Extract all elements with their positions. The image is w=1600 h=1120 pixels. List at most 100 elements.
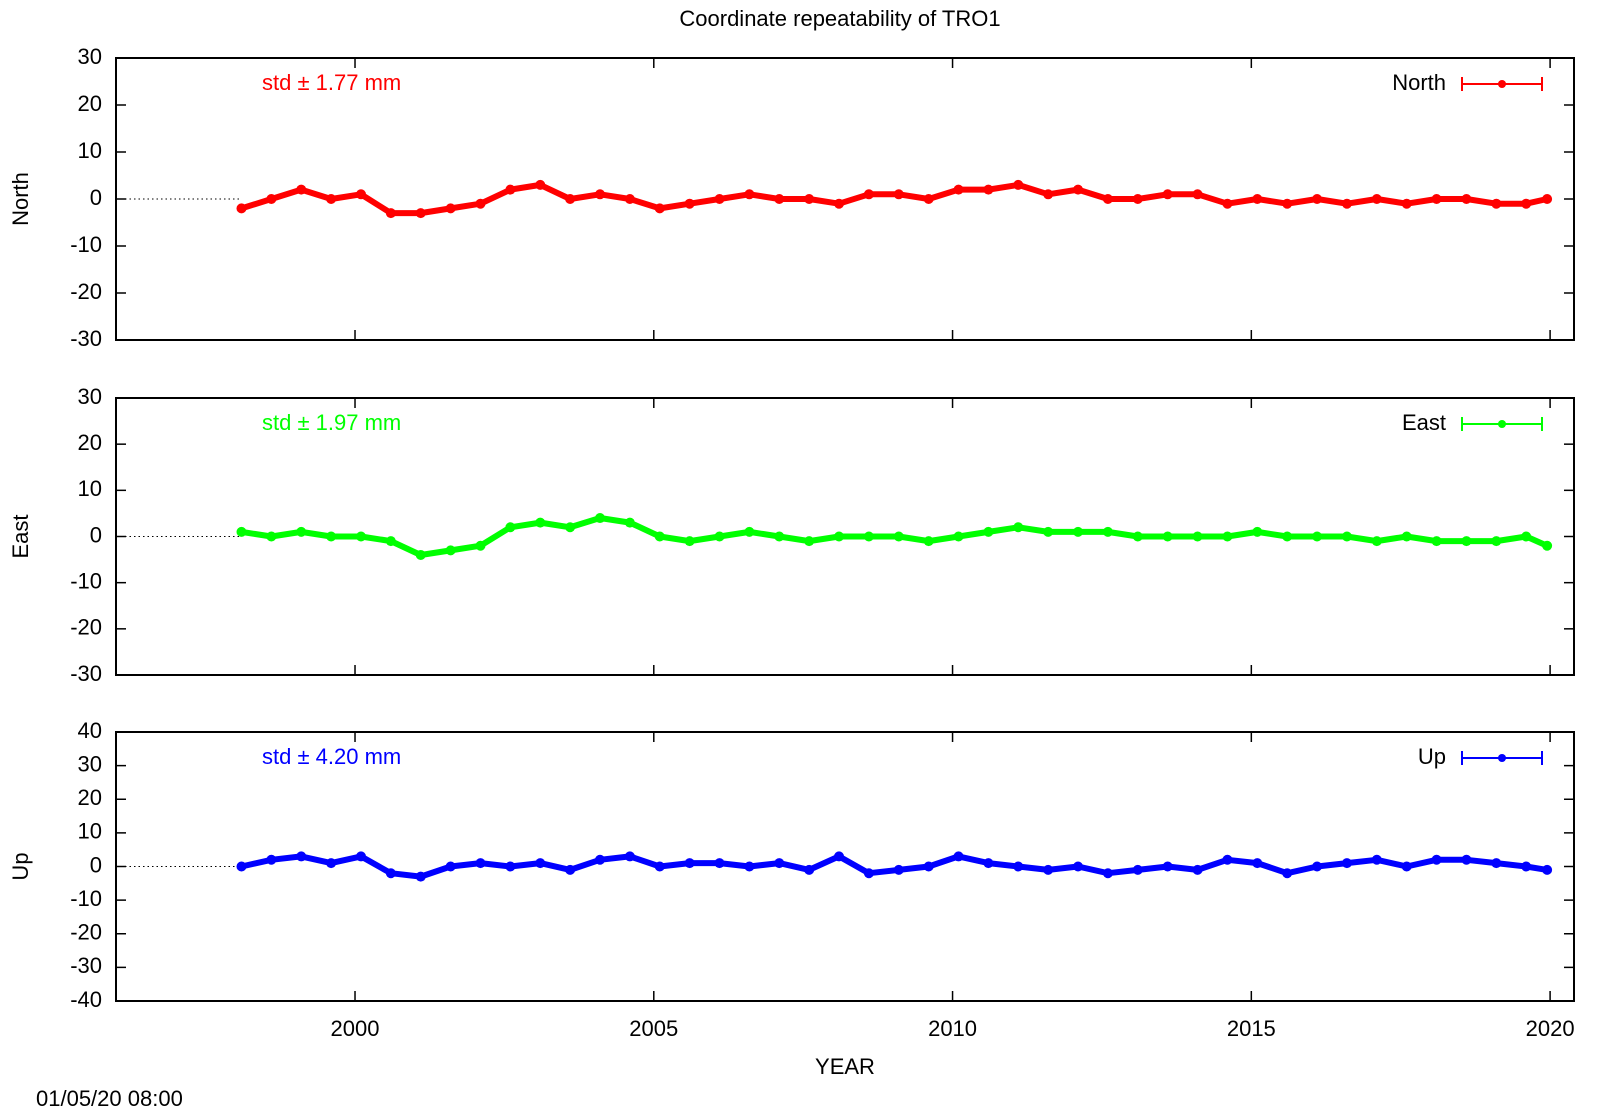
- series-line: [240, 181, 1548, 217]
- x-tick-label: 2015: [1227, 1016, 1276, 1041]
- data-point: [296, 184, 307, 195]
- data-point: [1401, 198, 1412, 209]
- data-point: [1222, 198, 1233, 209]
- data-point: [326, 194, 337, 204]
- data-point: [1341, 858, 1352, 869]
- data-point: [415, 871, 426, 882]
- data-point: [1132, 864, 1143, 875]
- annotation: std ± 1.97 mm: [262, 410, 401, 435]
- data-point: [326, 858, 337, 869]
- y-tick-label: 30: [78, 384, 102, 409]
- y-tick-label: -20: [70, 920, 102, 945]
- data-point: [1312, 194, 1323, 204]
- data-point: [296, 526, 307, 537]
- data-point: [654, 861, 665, 872]
- y-tick-label: -20: [70, 279, 102, 304]
- data-point: [266, 194, 277, 204]
- data-point: [535, 179, 546, 190]
- y-tick-label: -40: [70, 987, 102, 1012]
- data-point: [893, 864, 904, 875]
- data-point: [834, 198, 845, 209]
- data-point: [953, 531, 964, 542]
- plot-frame: [115, 57, 1575, 341]
- data-point: [1252, 194, 1263, 204]
- x-axis-label: YEAR: [815, 1054, 875, 1079]
- chart-title: Coordinate repeatability of TRO1: [679, 6, 1000, 31]
- data-point: [1132, 194, 1143, 204]
- data-point: [624, 517, 635, 528]
- data-point: [1162, 861, 1173, 872]
- data-point: [804, 536, 815, 547]
- data-point: [1461, 194, 1472, 204]
- data-point: [1401, 861, 1412, 872]
- y-tick-label: 0: [90, 852, 102, 877]
- data-point: [595, 189, 606, 200]
- data-point: [983, 184, 994, 195]
- data-point: [1013, 522, 1024, 533]
- legend-swatch: [1498, 80, 1506, 88]
- x-tick-label: 2005: [629, 1016, 678, 1041]
- y-tick-label: 20: [78, 785, 102, 810]
- data-point: [774, 531, 785, 542]
- data-point: [326, 531, 337, 542]
- legend-label: East: [1402, 410, 1446, 435]
- data-point: [774, 858, 785, 869]
- data-point: [863, 189, 874, 200]
- data-point: [296, 851, 307, 862]
- y-axis-label: Up: [8, 852, 33, 880]
- data-point: [1043, 526, 1054, 537]
- data-point: [1401, 531, 1412, 542]
- data-point: [893, 531, 904, 542]
- data-point: [714, 858, 725, 869]
- data-point: [774, 194, 785, 204]
- data-point: [714, 194, 725, 204]
- data-point: [355, 189, 366, 200]
- data-point: [863, 531, 874, 542]
- data-point: [475, 858, 486, 869]
- data-point: [445, 545, 456, 556]
- data-point: [1162, 189, 1173, 200]
- data-point: [475, 198, 486, 209]
- data-point: [1043, 864, 1054, 875]
- data-point: [1013, 861, 1024, 872]
- data-point: [1371, 194, 1382, 204]
- y-tick-label: 30: [78, 44, 102, 69]
- data-point: [1491, 536, 1502, 547]
- data-point: [1491, 858, 1502, 869]
- y-tick-label: 0: [90, 522, 102, 547]
- x-tick-label: 2020: [1526, 1016, 1575, 1041]
- y-tick-label: -10: [70, 886, 102, 911]
- data-point: [1341, 198, 1352, 209]
- data-point: [565, 522, 576, 533]
- data-point: [624, 851, 635, 862]
- data-point: [236, 526, 247, 537]
- data-point: [923, 536, 934, 547]
- data-point: [535, 517, 546, 528]
- data-point: [684, 536, 695, 547]
- y-tick-label: 0: [90, 185, 102, 210]
- data-point: [1282, 531, 1293, 542]
- data-point: [266, 531, 277, 542]
- data-point: [684, 198, 695, 209]
- data-point: [1431, 854, 1442, 865]
- data-point: [1102, 526, 1113, 537]
- y-tick-label: 10: [78, 819, 102, 844]
- data-point: [1491, 198, 1502, 209]
- data-point: [1222, 854, 1233, 865]
- data-point: [1102, 868, 1113, 879]
- data-point: [654, 203, 665, 214]
- data-point: [236, 861, 247, 872]
- data-point: [834, 531, 845, 542]
- annotation: std ± 1.77 mm: [262, 70, 401, 95]
- data-point: [1013, 179, 1024, 190]
- data-point: [1341, 531, 1352, 542]
- x-tick-label: 2010: [928, 1016, 977, 1041]
- timestamp: 01/05/20 08:00: [36, 1086, 183, 1111]
- data-point: [1102, 194, 1113, 204]
- data-point: [714, 531, 725, 542]
- data-point: [1371, 536, 1382, 547]
- y-tick-label: -10: [70, 232, 102, 257]
- legend-swatch: [1498, 754, 1506, 762]
- y-tick-label: -20: [70, 615, 102, 640]
- data-point: [744, 861, 755, 872]
